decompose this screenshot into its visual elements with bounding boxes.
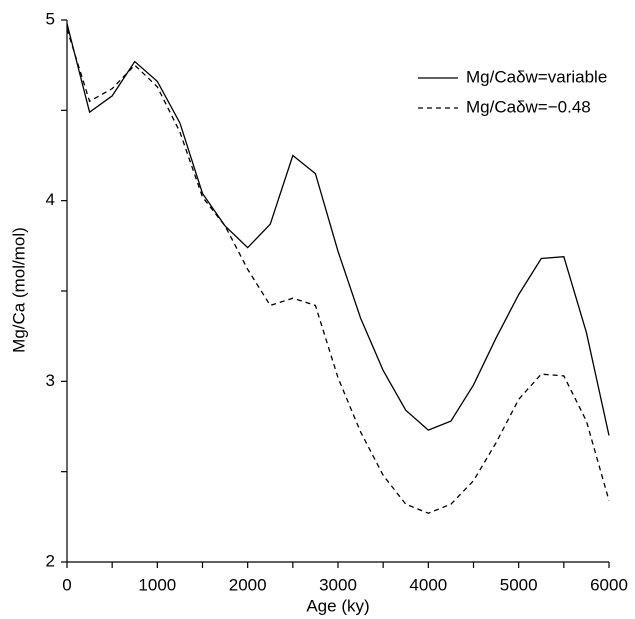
x-tick-label: 1000 <box>138 575 176 594</box>
legend-label: Mg/Caδw=variable <box>466 67 607 86</box>
x-tick-label: 0 <box>62 575 71 594</box>
data-line <box>66 28 610 514</box>
x-tick-label: 4000 <box>409 575 447 594</box>
legend-label: Mg/Caδw=−0.48 <box>466 97 591 116</box>
x-tick-label: 5000 <box>500 575 538 594</box>
y-tick-label: 2 <box>46 551 55 570</box>
data-line <box>66 23 610 436</box>
x-tick-label: 6000 <box>590 575 628 594</box>
y-axis-label: Mg/Ca (mol/mol) <box>9 227 28 353</box>
y-tick-label: 4 <box>46 190 55 209</box>
y-tick-label: 3 <box>46 371 55 390</box>
x-tick-label: 2000 <box>229 575 267 594</box>
y-tick-label: 5 <box>46 9 55 28</box>
x-axis-label: Age (ky) <box>306 596 369 615</box>
x-tick-label: 3000 <box>319 575 357 594</box>
